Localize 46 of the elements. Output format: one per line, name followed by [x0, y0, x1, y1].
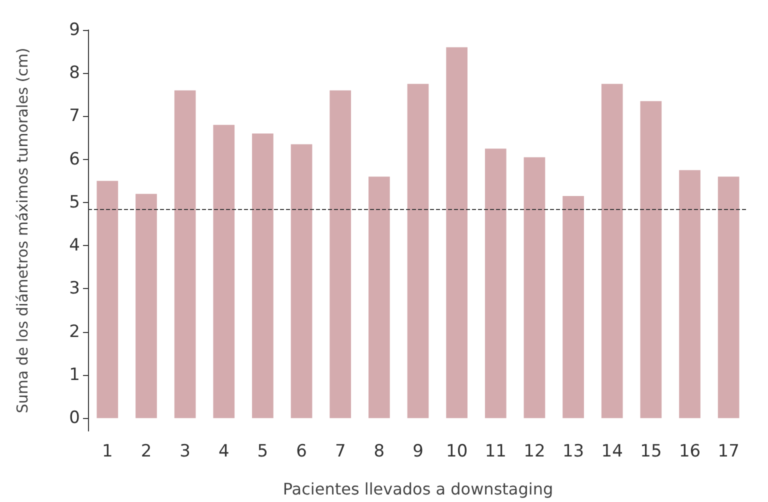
bar — [679, 170, 700, 418]
x-tick-label: 11 — [484, 442, 506, 462]
y-axis-title: Suma de los diámetros máximos tumorales (cm) — [14, 48, 32, 414]
y-tick-label: 4 — [69, 236, 80, 256]
bar — [174, 90, 196, 418]
bar — [446, 47, 468, 418]
bar — [213, 124, 235, 418]
x-tick-label: 5 — [257, 442, 268, 462]
y-tick-label: 1 — [69, 364, 80, 385]
y-tick-label: 0 — [69, 408, 80, 428]
bar — [330, 90, 352, 418]
x-tick-label: 4 — [218, 442, 230, 462]
bar — [484, 148, 506, 418]
x-tick-label: 1 — [102, 442, 113, 462]
y-tick-label: 9 — [69, 20, 80, 40]
x-tick-label: 9 — [412, 442, 424, 462]
x-tick-label: 13 — [562, 442, 584, 462]
y-tick-label: 5 — [69, 192, 80, 212]
x-tick-label: 15 — [640, 442, 662, 462]
bar — [136, 194, 157, 418]
x-tick-label: 8 — [374, 442, 385, 462]
bar — [601, 84, 623, 418]
bar — [524, 157, 546, 418]
x-axis-title: Pacientes llevados a downstaging — [282, 480, 554, 498]
x-tick-label: 10 — [446, 442, 468, 462]
y-tick-label: 3 — [69, 278, 80, 299]
bar — [562, 196, 584, 418]
x-tick-label: 16 — [678, 442, 701, 462]
bar — [640, 101, 662, 418]
bar — [718, 176, 740, 418]
bar — [290, 144, 312, 418]
y-tick-label: 7 — [69, 106, 80, 126]
bar — [96, 180, 118, 418]
bar — [252, 133, 274, 418]
x-tick-label: 2 — [140, 442, 152, 462]
y-tick-label: 6 — [69, 149, 80, 170]
x-tick-label: 6 — [296, 442, 307, 462]
x-tick-label: 17 — [718, 442, 740, 462]
y-tick-label: 2 — [69, 322, 80, 342]
x-tick-label: 3 — [180, 442, 190, 462]
bar — [407, 84, 429, 418]
bar — [368, 176, 390, 418]
y-tick-label: 8 — [69, 63, 80, 84]
x-tick-label: 7 — [334, 442, 346, 462]
x-tick-label: 12 — [524, 442, 546, 462]
x-tick-label: 14 — [601, 442, 623, 462]
